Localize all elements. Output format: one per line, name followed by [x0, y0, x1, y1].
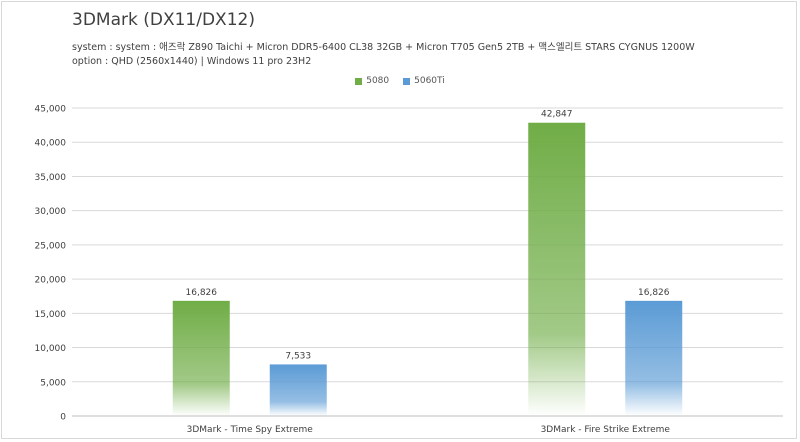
legend-swatch-5080	[355, 77, 363, 85]
data-label: 16,826	[186, 288, 218, 298]
data-label: 7,533	[285, 351, 311, 361]
bar-5080	[172, 300, 230, 416]
data-label: 16,826	[638, 288, 670, 298]
data-label: 42,847	[541, 110, 573, 120]
y-tick-label: 30,000	[35, 207, 67, 217]
legend-label-5080: 5080	[366, 76, 390, 86]
legend-label-5060ti: 5060Ti	[414, 76, 445, 86]
y-tick-label: 20,000	[35, 276, 67, 286]
legend-item-5060ti: 5060Ti	[403, 76, 445, 86]
y-tick-label: 45,000	[35, 105, 67, 115]
chart-subtitle-system: system : system : 애즈락 Z890 Taichi + Micr…	[72, 42, 695, 53]
legend-swatch-5060ti	[403, 77, 411, 85]
y-tick-label: 10,000	[35, 344, 67, 354]
y-tick-label: 5,000	[40, 378, 66, 388]
y-tick-label: 35,000	[35, 173, 67, 183]
chart-title: 3DMark (DX11/DX12)	[72, 10, 255, 30]
x-category-label: 3DMark - Time Spy Extreme	[187, 425, 314, 435]
y-tick-label: 0	[60, 413, 66, 423]
chart-subtitle-option: option : QHD (2560x1440) | Windows 11 pr…	[72, 56, 312, 67]
bar-5060ti	[625, 300, 683, 416]
x-category-label: 3DMark - Fire Strike Extreme	[541, 425, 671, 435]
bar-5080	[528, 122, 586, 417]
legend-item-5080: 5080	[355, 76, 389, 86]
y-tick-label: 25,000	[35, 241, 67, 251]
bar-5060ti	[269, 364, 327, 416]
y-tick-label: 15,000	[35, 310, 67, 320]
y-tick-label: 40,000	[35, 139, 67, 149]
chart-legend: 5080 5060Ti	[0, 76, 800, 86]
